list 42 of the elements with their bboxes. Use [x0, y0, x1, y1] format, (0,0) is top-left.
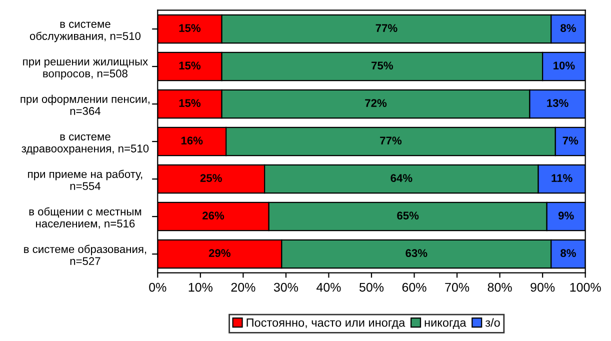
- y-tick-label: в системе образования, n=527: [24, 244, 146, 266]
- y-tick-label: в системе здравоохранения, n=510: [22, 134, 149, 155]
- legend-label: Постоянно, часто или иногда: [246, 318, 406, 330]
- data-label: 75%: [372, 62, 394, 70]
- x-tick-label: 80%: [488, 282, 512, 292]
- data-label: 63%: [406, 249, 428, 258]
- x-tick-label: 0%: [149, 282, 166, 292]
- y-tick-label: в системе обслуживания, n=510: [30, 22, 141, 42]
- data-label: 15%: [179, 99, 201, 107]
- x-tick-label: 60%: [402, 282, 426, 292]
- data-label: 8%: [560, 249, 576, 258]
- data-label: 77%: [376, 24, 398, 32]
- data-label: 16%: [181, 136, 203, 144]
- x-tick-label: 20%: [231, 282, 256, 292]
- data-label: 9%: [558, 212, 574, 220]
- x-tick-label: 70%: [445, 282, 470, 292]
- y-tick-label: в общении с местным населением, n=516: [29, 207, 142, 229]
- x-tick-label: 40%: [316, 282, 341, 292]
- y-tick-label: при решении жилищных вопросов, n=508: [23, 59, 148, 80]
- x-tick-label: 30%: [274, 282, 298, 292]
- x-tick-label: 10%: [188, 282, 212, 292]
- data-label: 29%: [208, 249, 230, 258]
- data-label: 15%: [179, 24, 201, 32]
- data-label: 11%: [552, 174, 572, 182]
- data-label: 7%: [562, 136, 578, 144]
- legend-label: з/о: [485, 318, 500, 327]
- data-label: 65%: [397, 212, 419, 220]
- y-tick-label: при приеме на работу, n=554: [28, 170, 142, 190]
- x-tick-label: 100%: [570, 282, 601, 292]
- data-label: 8%: [560, 24, 576, 32]
- legend-label: никогда: [424, 320, 466, 330]
- data-label: 77%: [380, 136, 402, 144]
- x-tick-label: 90%: [530, 282, 555, 292]
- data-label: 72%: [365, 99, 387, 107]
- data-label: 15%: [179, 62, 201, 70]
- data-label: 25%: [200, 174, 222, 182]
- data-label: 26%: [202, 212, 224, 220]
- x-tick-label: 50%: [359, 282, 384, 292]
- data-label: 13%: [547, 99, 568, 108]
- data-label: 64%: [390, 174, 412, 182]
- data-label: 10%: [554, 62, 575, 70]
- y-tick-label: при оформлении пенсии, n=364: [20, 94, 150, 115]
